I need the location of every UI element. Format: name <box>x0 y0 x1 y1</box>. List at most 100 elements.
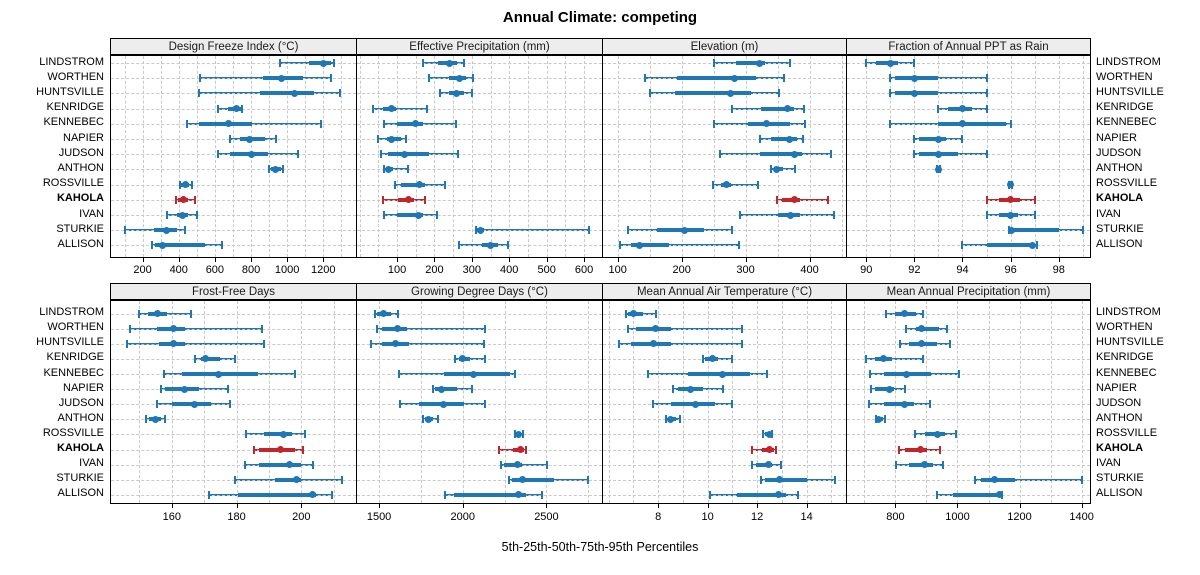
row-guide <box>603 169 846 171</box>
whisker-cap-high <box>985 150 988 159</box>
station-label-right: KENNEBEC <box>1096 366 1157 379</box>
iqr-bar <box>503 462 523 467</box>
whisker-cap-high <box>195 211 198 219</box>
median-dot <box>271 165 279 173</box>
row-guide <box>357 328 602 330</box>
iqr-bar <box>875 61 898 65</box>
iqr-bar <box>259 462 302 467</box>
median-dot <box>276 446 284 453</box>
whisker-cap-high <box>774 445 777 454</box>
axis-tick-label: 2000 <box>450 511 475 523</box>
vertical-gridline <box>584 56 586 257</box>
median-dot <box>292 476 300 484</box>
station-label-left: JUDSON <box>58 396 104 409</box>
whisker-cap-high <box>263 339 266 348</box>
axis-tick <box>584 258 586 262</box>
median-dot <box>773 165 781 173</box>
vertical-gridline <box>617 56 619 257</box>
median-dot <box>152 415 160 423</box>
whisker-cap-low <box>759 135 762 143</box>
row-guide <box>603 199 846 201</box>
median-dot <box>756 59 764 67</box>
whisker-cap-high <box>985 74 988 83</box>
vertical-gridline <box>287 56 289 257</box>
vertical-gridline <box>160 56 162 257</box>
whisker-cap-high <box>741 339 744 348</box>
axis-tick <box>658 504 660 508</box>
whisker-cap-low <box>399 400 401 409</box>
whisker-cap-high <box>985 104 988 113</box>
whisker-cap-high <box>483 324 486 333</box>
row-guide <box>847 139 1090 140</box>
vertical-gridline <box>462 301 464 503</box>
iqr-bar <box>875 387 894 392</box>
median-dot <box>934 165 942 173</box>
row-guide <box>357 184 602 186</box>
row-guide <box>357 479 602 481</box>
whisker-cap-high <box>261 324 264 333</box>
whisker-cap-low <box>457 241 460 250</box>
vertical-gridline <box>434 56 436 257</box>
whisker-cap-low <box>229 135 232 143</box>
whisker-cap-low <box>889 119 892 128</box>
iqr-bar <box>981 477 1015 482</box>
median-dot <box>719 370 727 378</box>
vertical-gridline <box>236 301 238 503</box>
axis-tick-label: 600 <box>205 264 225 276</box>
whisker-cap-low <box>144 415 147 424</box>
vertical-gridline <box>588 301 590 503</box>
whisker-cap-low <box>617 339 620 348</box>
median-dot <box>487 241 495 249</box>
whisker-cap-low <box>868 400 871 409</box>
median-dot <box>286 461 294 469</box>
median-dot <box>1007 196 1015 204</box>
whisker-cap-low <box>513 430 516 439</box>
axis-tick-label: 100 <box>608 264 627 276</box>
row-guide <box>847 245 1090 247</box>
station-label-right: LINDSTROM <box>1096 55 1161 68</box>
vertical-gridline <box>895 301 897 503</box>
vertical-gridline <box>139 301 141 503</box>
whisker-cap-high <box>405 135 408 143</box>
row-guide <box>111 343 356 345</box>
axis-tick <box>806 504 808 508</box>
whisker-cap-high <box>483 400 486 409</box>
iqr-bar <box>675 91 751 96</box>
axis-tick <box>178 258 180 262</box>
vertical-gridline <box>988 301 990 503</box>
axis-tick <box>546 258 548 262</box>
row-guide <box>357 154 602 156</box>
whisker-cap-high <box>945 324 948 333</box>
whisker-cap-low <box>245 430 248 439</box>
row-guide <box>603 230 846 232</box>
median-dot <box>169 325 177 333</box>
vertical-gridline <box>682 301 684 503</box>
whisker-cap-low <box>644 74 647 83</box>
vertical-gridline <box>962 56 964 257</box>
whisker-cap-high <box>903 385 906 394</box>
whisker-cap-high <box>240 104 243 113</box>
iqr-bar <box>400 182 426 187</box>
row-guide <box>357 358 602 360</box>
station-label-right: NAPIER <box>1096 131 1137 144</box>
median-dot <box>179 196 187 204</box>
row-guide <box>847 78 1090 80</box>
whisker-cap-low <box>497 445 500 454</box>
whisker-cap-high <box>194 195 196 204</box>
iqr-bar <box>200 356 221 361</box>
whisker-cap-low <box>913 150 916 159</box>
axis-tick-label: 300 <box>462 264 481 276</box>
station-label-left: LINDSTROM <box>39 306 104 319</box>
iqr-bar <box>760 106 795 111</box>
whisker-cap-low <box>864 354 867 363</box>
whisker-cap-high <box>457 150 460 159</box>
panel-strip: Design Freeze Index (°C) <box>110 38 357 55</box>
row-guide <box>603 419 846 421</box>
row-guide <box>847 93 1090 95</box>
whisker-cap-low <box>762 430 765 439</box>
whisker-cap-high <box>789 59 792 67</box>
whisker-cap-high <box>834 475 837 484</box>
vertical-gridline <box>471 56 473 257</box>
station-label-left: ROSSVILLE <box>42 426 104 439</box>
vertical-gridline <box>633 301 635 503</box>
